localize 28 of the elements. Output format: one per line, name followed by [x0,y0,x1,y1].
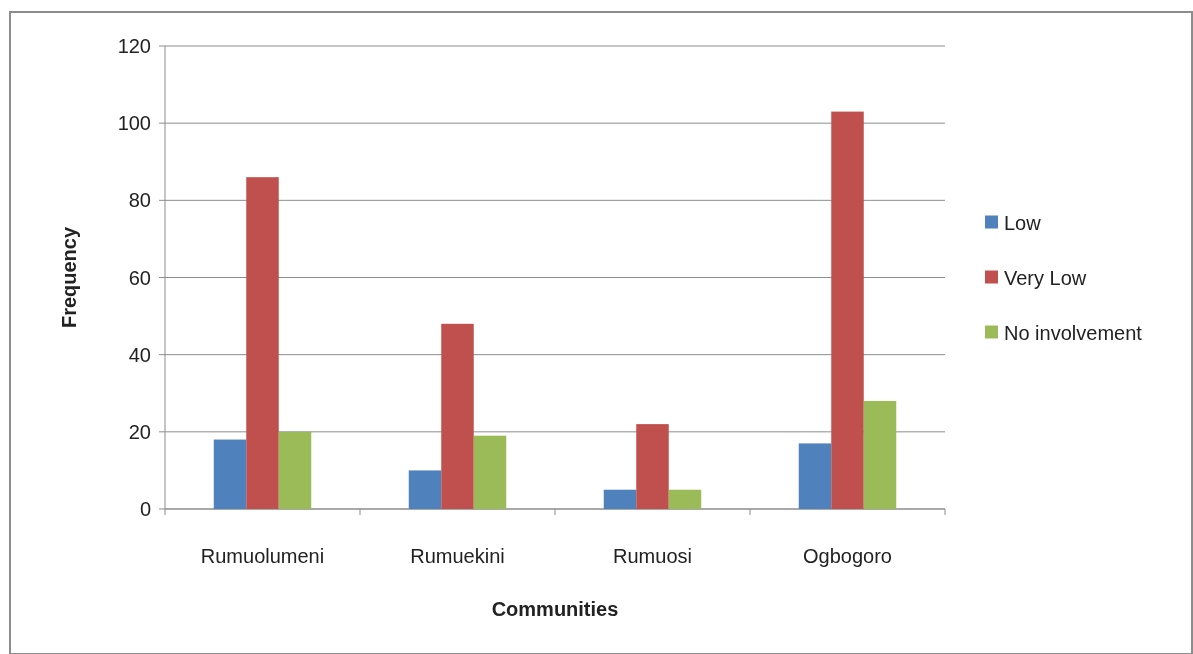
bar [603,489,637,509]
x-axis-title: Communities [491,598,619,620]
bar [246,177,279,509]
x-tick-label: Rumuosi [613,545,692,567]
legend-label: No involvement [1004,321,1143,344]
y-tick-label: 40 [128,343,151,366]
bar [213,439,247,509]
bar [408,470,442,509]
bar [441,323,474,509]
y-tick-label: 80 [128,189,151,212]
y-tick-label: 0 [139,498,151,520]
y-axis-title: Frequency [58,226,80,329]
x-tick-label: Rumuolumeni [200,545,325,567]
bar [798,443,832,509]
y-tick-label: 100 [117,112,151,135]
bar [278,431,312,509]
x-tick-label: Rumuekini [410,545,505,567]
bar [863,400,897,509]
y-tick-label: 60 [128,266,151,289]
bar [473,435,507,509]
bar [831,111,864,509]
bar [636,424,669,509]
y-tick-label: 20 [128,420,151,443]
y-tick-label: 120 [117,35,151,57]
x-tick-label: Ogbogoro [803,545,892,567]
legend-label: Low [1004,211,1042,234]
legend-label: Very Low [1004,266,1087,289]
bar [668,489,702,509]
